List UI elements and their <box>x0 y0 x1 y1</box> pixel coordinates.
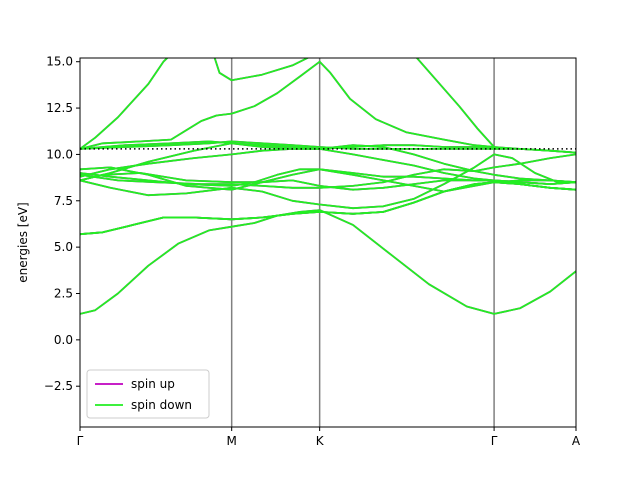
y-tick-label: 0.0 <box>54 333 73 347</box>
legend-label-spin-down: spin down <box>131 398 192 412</box>
spin-up-band-3 <box>80 181 576 236</box>
spin-down-band-12 <box>80 140 576 154</box>
spin-down-band-5 <box>80 168 576 189</box>
legend-label-spin-up: spin up <box>131 377 175 391</box>
spin-down-band-2 <box>80 181 576 236</box>
y-axis-label: energies [eV] <box>16 202 30 282</box>
spin-up-band-14 <box>80 60 321 150</box>
spin-down-band-4 <box>80 153 576 210</box>
plot-frame <box>79 57 577 428</box>
spin-down-band-15 <box>213 58 310 82</box>
spin-down-band-14 <box>80 60 321 150</box>
x-tick-label: Γ <box>491 434 498 448</box>
spin-up-band-16 <box>318 60 495 148</box>
x-tick-label: M <box>227 434 237 448</box>
y-tick-label: −2.5 <box>44 379 73 393</box>
spin-up-band-5 <box>80 168 576 189</box>
y-tick-label: 7.5 <box>54 194 73 208</box>
y-axis-ticks: −2.5 0.0 2.5 5.0 7.5 10.0 12.5 15.0 <box>44 55 80 393</box>
legend-box <box>86 369 210 419</box>
spin-down-band-11 <box>80 140 576 154</box>
y-tick-label: 2.5 <box>54 286 73 300</box>
x-tick-label: K <box>316 434 325 448</box>
y-tick-label: 12.5 <box>46 101 73 115</box>
spin-down-band-10 <box>80 142 576 182</box>
x-tick-label: Γ <box>77 434 84 448</box>
y-tick-label: 10.0 <box>46 147 73 161</box>
spin-down-band-13 <box>80 58 169 150</box>
spin-up-band-13 <box>80 58 169 150</box>
x-tick-label: A <box>572 434 581 448</box>
spin-up-band-2 <box>80 181 576 236</box>
spin-down-band-17 <box>415 58 495 148</box>
spin-down-band-3 <box>80 181 576 236</box>
y-tick-label: 15.0 <box>46 55 73 69</box>
band-lines <box>80 58 576 315</box>
legend: spin up spin down <box>86 369 210 419</box>
spin-down-band-16 <box>318 60 495 148</box>
high-symmetry-lines <box>230 58 495 427</box>
y-tick-label: 5.0 <box>54 240 73 254</box>
spin-down-band-9 <box>80 148 576 185</box>
spin-down-band-1 <box>80 209 576 315</box>
